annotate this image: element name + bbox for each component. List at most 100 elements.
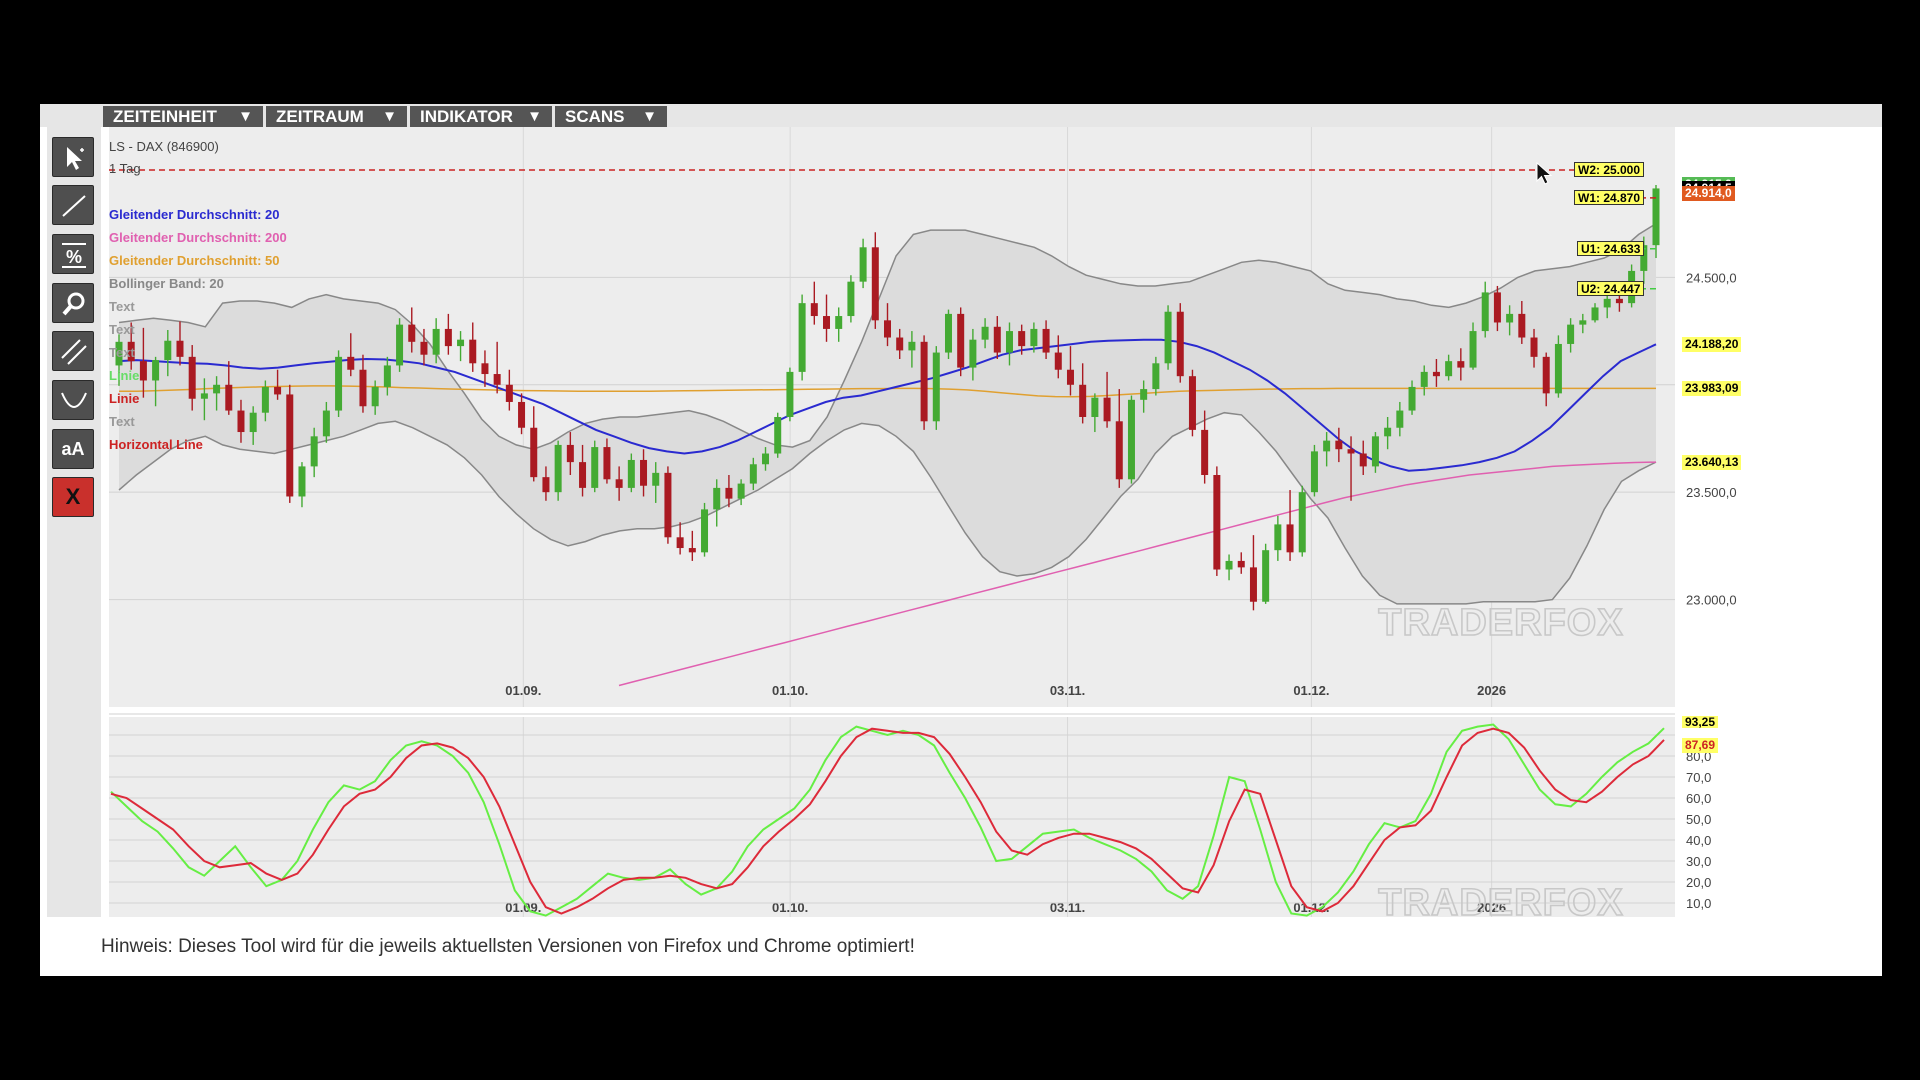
candle xyxy=(554,440,562,501)
candle xyxy=(274,369,282,400)
menu-scans-label: SCANS xyxy=(565,107,625,126)
price-tick-label: 24.500,0 xyxy=(1686,270,1737,285)
candle xyxy=(871,232,879,329)
candle-body xyxy=(200,393,208,399)
candle-body xyxy=(859,247,867,282)
indicator-legend-item[interactable]: Gleitender Durchschnitt: 50 xyxy=(109,253,280,268)
stoch-tick-label: 50,0 xyxy=(1686,812,1711,827)
price-level-label[interactable]: U1: 24.633 xyxy=(1577,240,1645,256)
candle-body xyxy=(1445,361,1453,377)
candle xyxy=(1457,348,1465,381)
candle-body xyxy=(1371,436,1379,467)
candle-body xyxy=(969,339,977,368)
candle-body xyxy=(1274,524,1282,551)
candle xyxy=(1042,320,1050,359)
browser-notice: Hinweis: Dieses Tool wird für die jeweil… xyxy=(101,936,915,957)
candle xyxy=(1481,281,1489,338)
indicator-legend-item[interactable]: Gleitender Durchschnitt: 200 xyxy=(109,230,287,245)
indicator-legend-item[interactable]: Bollinger Band: 20 xyxy=(109,276,224,291)
candle xyxy=(1554,335,1562,398)
price-tag: 24.188,20 xyxy=(1682,337,1742,353)
arc-tool-button[interactable] xyxy=(52,380,94,420)
price-line-layer xyxy=(109,169,1656,290)
candle-body xyxy=(310,436,318,467)
candle-body xyxy=(957,313,965,368)
price-level-label[interactable]: W2: 25.000 xyxy=(1574,161,1645,177)
date-tick-label: 01.10. xyxy=(772,683,808,698)
candle-body xyxy=(1091,397,1099,417)
candle xyxy=(993,316,1001,359)
stoch-k-line xyxy=(110,723,1665,917)
candle xyxy=(115,334,123,386)
candle-body xyxy=(1603,298,1611,308)
candle xyxy=(1323,432,1331,467)
menu-zeiteinheit[interactable]: ZEITEINHEIT ▼ xyxy=(103,106,263,127)
zoom-tool-button[interactable] xyxy=(52,283,94,323)
candle-layer xyxy=(115,185,1660,611)
candle xyxy=(884,303,891,347)
menu-indikator[interactable]: INDIKATOR ▼ xyxy=(410,106,552,127)
candle xyxy=(493,341,501,394)
candle-body xyxy=(1567,324,1575,344)
candle xyxy=(1188,369,1196,437)
candle-body xyxy=(298,466,306,497)
period-label: 1 Tag xyxy=(109,161,141,176)
drawing-legend-item[interactable]: Text xyxy=(109,322,135,337)
candle-body xyxy=(1042,328,1050,353)
candle-body xyxy=(1493,292,1501,323)
candle-body xyxy=(591,447,599,488)
drawing-legend-item[interactable]: Linie xyxy=(109,368,140,383)
price-level-label[interactable]: U2: 24.447 xyxy=(1577,280,1645,296)
stoch-value-tag: 87,69 xyxy=(1682,737,1719,753)
delete-tool-button[interactable]: X xyxy=(52,477,94,517)
candle-body xyxy=(1347,449,1355,454)
drawing-legend-item[interactable]: Text xyxy=(109,414,135,429)
indicator-legend-item[interactable]: Gleitender Durchschnitt: 20 xyxy=(109,207,280,222)
candle-body xyxy=(505,384,513,402)
channel-tool-button[interactable] xyxy=(52,331,94,371)
drawing-legend-item[interactable]: Text xyxy=(109,299,135,314)
candle-body xyxy=(713,487,721,510)
chevron-down-icon: ▼ xyxy=(642,108,657,125)
price-level-label[interactable]: W1: 24.870 xyxy=(1574,189,1645,205)
candle xyxy=(1054,335,1062,379)
text-icon: aA xyxy=(61,438,85,459)
candle-body xyxy=(664,472,672,538)
text-tool-button[interactable]: aA xyxy=(52,429,94,469)
menu-scans[interactable]: SCANS ▼ xyxy=(555,106,667,127)
candle-body xyxy=(371,386,379,407)
candle-body xyxy=(920,341,928,422)
line-tool-button[interactable] xyxy=(52,185,94,225)
cursor-tool-button[interactable] xyxy=(52,137,94,177)
drawing-legend-item[interactable]: Text xyxy=(109,345,135,360)
candle xyxy=(1018,324,1026,355)
menu-zeitraum[interactable]: ZEITRAUM ▼ xyxy=(266,106,407,127)
candle-body xyxy=(1066,369,1074,385)
sma20-line xyxy=(118,338,1657,472)
candle-body xyxy=(274,386,282,395)
candle-body xyxy=(774,417,782,454)
stoch-tick-label: 30,0 xyxy=(1686,854,1711,869)
menu-indikator-label: INDIKATOR xyxy=(420,107,513,126)
menu-bar: ZEITEINHEIT ▼ ZEITRAUM ▼ INDIKATOR ▼ SCA… xyxy=(40,104,1882,127)
chart-area[interactable]: 24.500,024.000,023.500,023.000,001.09.01… xyxy=(101,127,1868,917)
drawing-legend-item[interactable]: Horizontal Line xyxy=(109,437,203,452)
watermark-layer: TRADERFOX TRADERFOX xyxy=(1377,601,1623,917)
candle-body xyxy=(896,337,904,351)
candle xyxy=(823,294,831,342)
percent-tool-button[interactable]: % xyxy=(52,234,94,274)
drawing-legend-item[interactable]: Linie xyxy=(109,391,140,406)
menu-zeiteinheit-label: ZEITEINHEIT xyxy=(113,107,217,126)
chart-canvas[interactable]: 24.500,024.000,023.500,023.000,001.09.01… xyxy=(101,127,1868,917)
candle-body xyxy=(627,459,635,488)
candle-body xyxy=(1384,427,1392,437)
candle-body xyxy=(335,356,343,411)
candle xyxy=(335,350,343,417)
candle xyxy=(1005,322,1013,366)
candle xyxy=(371,380,379,415)
candle xyxy=(701,502,709,557)
candle-body xyxy=(542,477,550,493)
candle xyxy=(737,479,745,506)
candle xyxy=(1530,328,1538,368)
candle xyxy=(444,313,452,355)
